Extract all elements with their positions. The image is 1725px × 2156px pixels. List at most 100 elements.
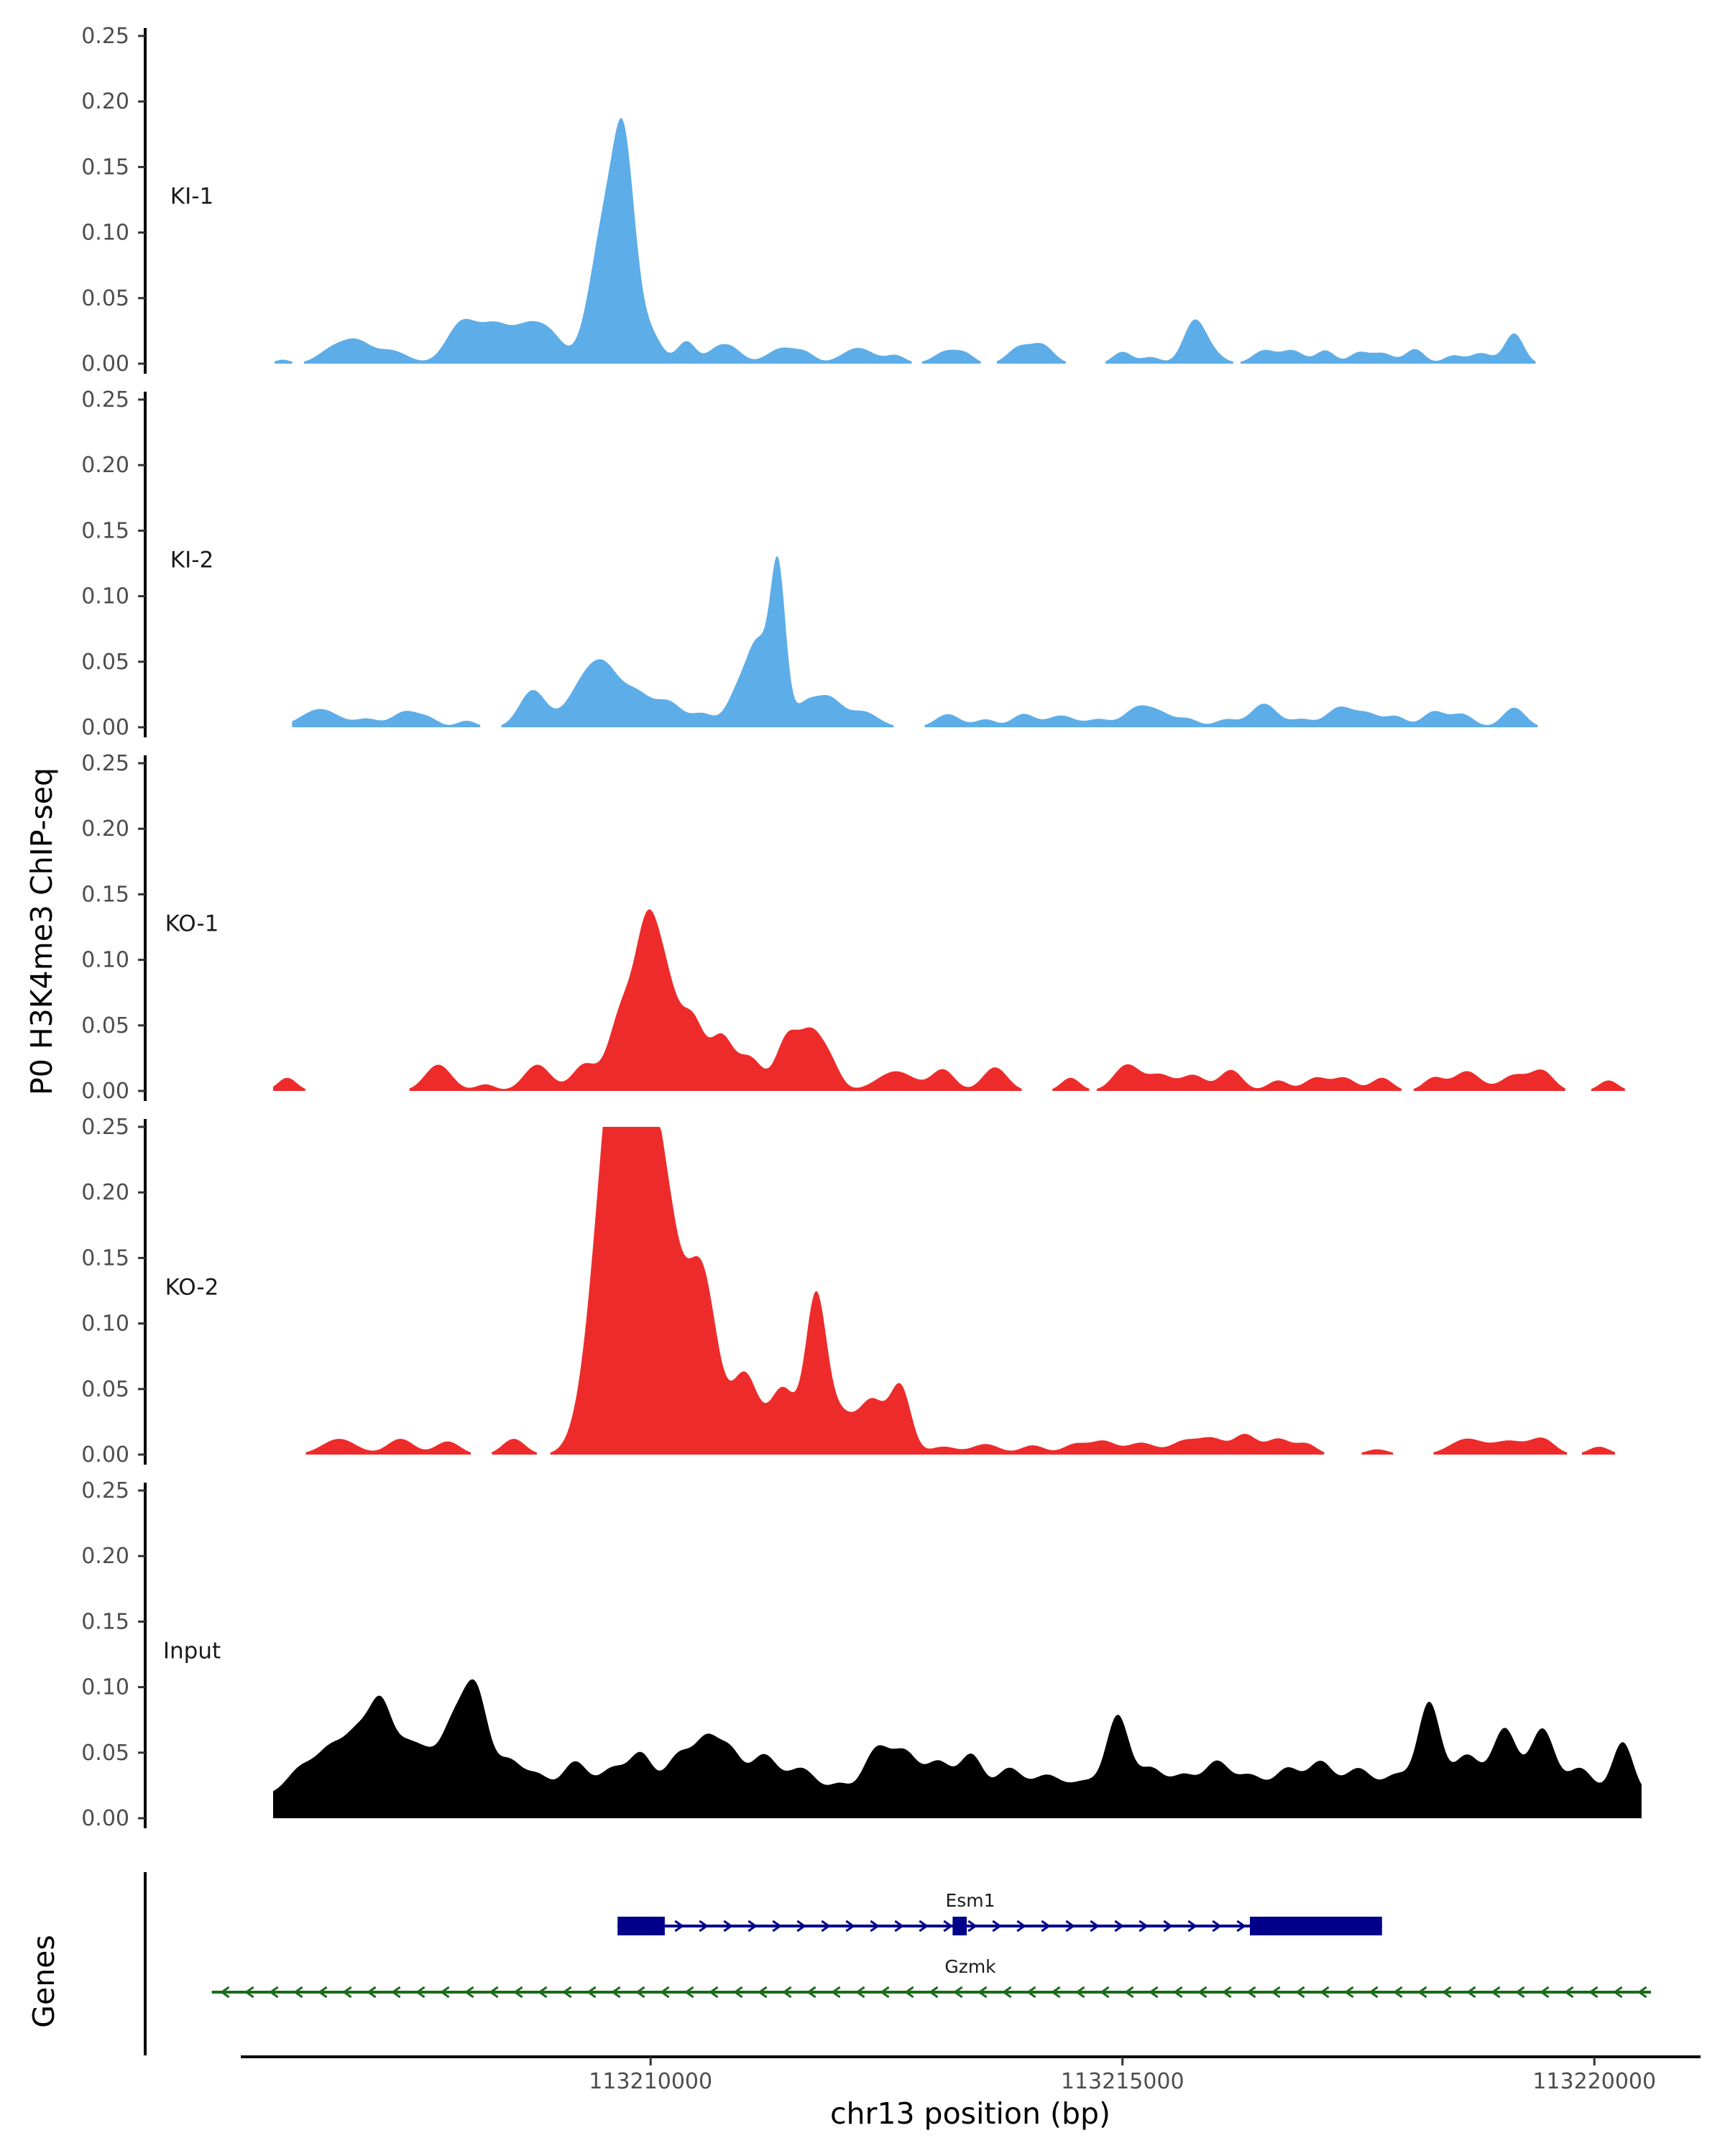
exon (617, 1917, 665, 1935)
strand-chevron (1564, 1986, 1574, 1999)
strand-chevron (1114, 1920, 1124, 1932)
strand-chevron (953, 1986, 963, 1999)
strand-chevron (1344, 1986, 1354, 1999)
coverage-area (1241, 333, 1536, 364)
strand-chevron (538, 1986, 548, 1999)
strand-chevron (660, 1986, 670, 1999)
x-axis: 113210000 113215000 113220000 (241, 2055, 1701, 2094)
gene-track: Genes Esm1 Gzmk (27, 1872, 1651, 2055)
track-ko-1: 0.00 0.05 0.10 0.15 0.20 0.25 KO-1 (81, 751, 1625, 1104)
strand-chevron (1163, 1920, 1173, 1932)
strand-chevron (772, 1920, 782, 1932)
y-axis-title: P0 H3K4me3 ChIP-seq (24, 768, 59, 1095)
strand-chevron (806, 1986, 816, 1999)
coverage-area (550, 1127, 1325, 1455)
strand-chevron (1197, 1986, 1208, 1999)
strand-chevron (513, 1986, 523, 1999)
strand-chevron (611, 1986, 621, 1999)
strand-chevron (367, 1986, 377, 1999)
track-label: Input (163, 1638, 221, 1664)
strand-chevron (1075, 1986, 1085, 1999)
strand-chevron (244, 1986, 254, 1999)
strand-chevron (978, 1986, 988, 1999)
exon (1249, 1917, 1382, 1935)
x-tick-label: 113215000 (1061, 2069, 1184, 2094)
strand-chevron (831, 1986, 841, 1999)
strand-chevron (1515, 1986, 1525, 1999)
track-label: KI-1 (170, 183, 213, 209)
coverage-area (273, 1679, 1642, 1818)
strand-chevron (1637, 1986, 1647, 1999)
strand-chevron (1173, 1986, 1183, 1999)
y-tick-label: 0.05 (81, 1377, 129, 1402)
y-tick-label: 0.00 (81, 715, 129, 740)
coverage-area (1433, 1437, 1568, 1455)
strand-chevron (1222, 1986, 1232, 1999)
gene-name: Esm1 (945, 1890, 995, 1911)
coverage-area (501, 556, 894, 727)
coverage-area (921, 349, 981, 364)
strand-chevron (1100, 1986, 1110, 1999)
strand-chevron (1016, 1920, 1026, 1932)
strand-chevron (1065, 1920, 1075, 1932)
strand-chevron (748, 1920, 758, 1932)
strand-chevron (1393, 1986, 1403, 1999)
coverage-area (996, 343, 1066, 364)
x-axis-title: chr13 position (bp) (830, 2096, 1110, 2131)
coverage-area (1105, 319, 1233, 364)
strand-chevron (1124, 1986, 1134, 1999)
strand-chevron (1588, 1986, 1598, 1999)
y-tick-label: 0.20 (81, 89, 129, 114)
y-tick-label: 0.25 (81, 1115, 129, 1140)
strand-chevron (1041, 1920, 1051, 1932)
strand-chevron (674, 1920, 684, 1932)
track-ko-2: 0.00 0.05 0.10 0.15 0.20 0.25 KO-2 (81, 1115, 1615, 1468)
strand-chevron (635, 1986, 645, 1999)
strand-chevron (904, 1986, 914, 1999)
strand-chevron (1368, 1986, 1379, 1999)
exon (952, 1917, 967, 1935)
track-input: 0.00 0.05 0.10 0.15 0.20 0.25 Input (81, 1478, 1642, 1831)
y-tick-label: 0.15 (81, 882, 129, 907)
coverage-area (292, 709, 481, 727)
strand-chevron (1236, 1920, 1246, 1932)
strand-chevron (1051, 1986, 1061, 1999)
strand-chevron (723, 1920, 733, 1932)
y-tick-label: 0.20 (81, 1544, 129, 1569)
y-tick-label: 0.25 (81, 1478, 129, 1503)
strand-chevron (967, 1920, 978, 1932)
y-tick-label: 0.05 (81, 650, 129, 675)
coverage-area (409, 909, 1022, 1091)
strand-chevron (709, 1986, 719, 1999)
y-tick-label: 0.20 (81, 453, 129, 478)
strand-chevron (733, 1986, 743, 1999)
coverage-area (275, 359, 293, 364)
coverage-area (924, 704, 1538, 727)
y-tick-label: 0.15 (81, 155, 129, 180)
strand-chevron (562, 1986, 572, 1999)
strand-chevron (919, 1920, 929, 1932)
y-tick-label: 0.20 (81, 816, 129, 842)
strand-chevron (782, 1986, 792, 1999)
strand-chevron (1246, 1986, 1256, 1999)
coverage-area (305, 1439, 472, 1455)
strand-chevron (1149, 1986, 1159, 1999)
track-label: KO-2 (165, 1274, 219, 1300)
coverage-area (492, 1439, 537, 1455)
coverage-area (1413, 1069, 1565, 1091)
strand-chevron (1187, 1920, 1197, 1932)
coverage-area (273, 1077, 305, 1091)
track-label: KO-1 (165, 911, 219, 936)
strand-chevron (489, 1986, 499, 1999)
y-tick-label: 0.05 (81, 1741, 129, 1766)
strand-chevron (758, 1986, 768, 1999)
strand-chevron (1540, 1986, 1550, 1999)
strand-chevron (1212, 1920, 1222, 1932)
coverage-tracks: 0.00 0.05 0.10 0.15 0.20 0.25 KI-1 0.00 0.05 0.10… (81, 24, 1642, 1831)
strand-chevron (1271, 1986, 1281, 1999)
y-tick-label: 0.20 (81, 1180, 129, 1205)
strand-chevron (342, 1986, 352, 1999)
y-tick-label: 0.05 (81, 286, 129, 311)
y-tick-label: 0.00 (81, 351, 129, 377)
